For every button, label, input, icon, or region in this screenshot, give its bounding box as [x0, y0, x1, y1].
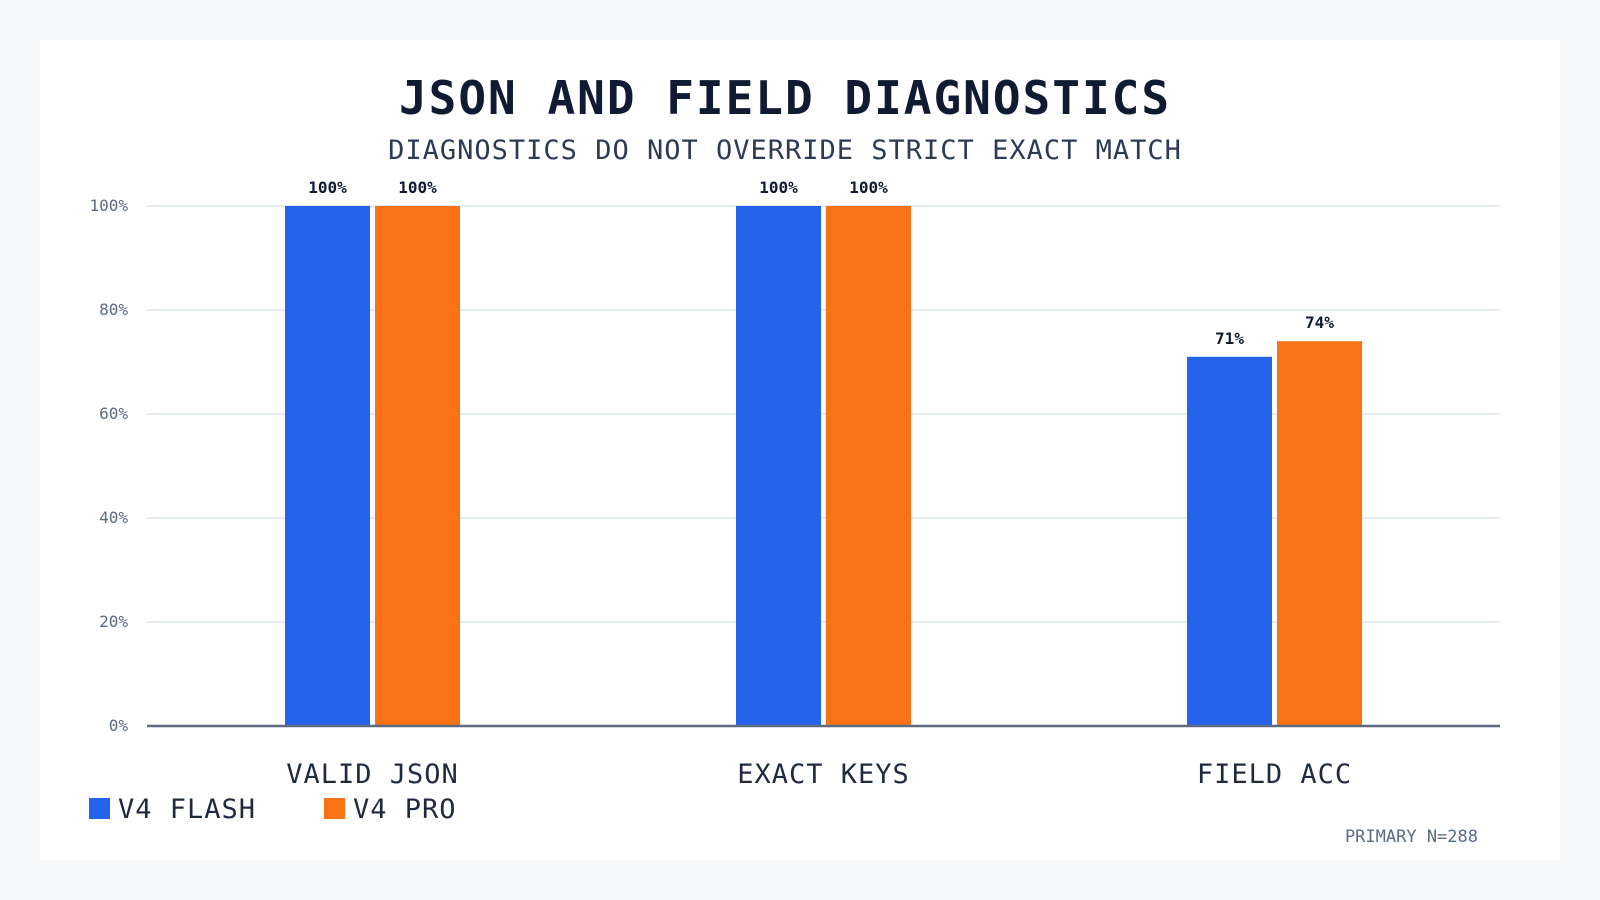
x-category-label: EXACT KEYS — [737, 759, 910, 790]
y-tick-label: 80% — [99, 300, 128, 319]
legend-swatch — [324, 798, 345, 819]
legend-item-v4-flash[interactable]: V4 FLASH — [89, 794, 256, 825]
y-tick-label: 0% — [109, 716, 129, 735]
legend-label: V4 PRO — [353, 794, 457, 825]
y-tick-label: 40% — [99, 508, 128, 527]
x-category-label: FIELD ACC — [1197, 759, 1352, 790]
value-labels: 100% 100% 100% 100% 71% 74% — [308, 178, 1334, 348]
chart-title: JSON AND FIELD DIAGNOSTICS — [399, 71, 1171, 125]
bar-v4-flash-field-acc[interactable] — [1187, 356, 1272, 726]
bar-v4-flash-exact-keys[interactable] — [736, 206, 821, 726]
legend[interactable]: V4 FLASH V4 PRO — [89, 794, 457, 825]
chart-subtitle: DIAGNOSTICS DO NOT OVERRIDE STRICT EXACT… — [388, 135, 1182, 166]
y-tick-label: 60% — [99, 404, 128, 423]
y-tick-label: 20% — [99, 612, 128, 631]
x-category-label: VALID JSON — [286, 759, 459, 790]
value-label: 100% — [398, 178, 437, 197]
value-label: 71% — [1215, 329, 1244, 348]
value-label: 100% — [849, 178, 888, 197]
bar-v4-pro-exact-keys[interactable] — [826, 206, 911, 726]
legend-item-v4-pro[interactable]: V4 PRO — [324, 794, 457, 825]
x-axis-categories: VALID JSON EXACT KEYS FIELD ACC — [286, 759, 1352, 790]
bar-v4-flash-valid-json[interactable] — [285, 206, 370, 726]
footnote: PRIMARY N=288 — [1345, 827, 1478, 847]
value-label: 74% — [1305, 313, 1334, 332]
legend-label: V4 FLASH — [118, 794, 256, 825]
bars — [285, 206, 1362, 726]
value-label: 100% — [308, 178, 347, 197]
value-label: 100% — [759, 178, 798, 197]
grid-lines — [147, 205, 1500, 623]
chart-card: JSON AND FIELD DIAGNOSTICS DIAGNOSTICS D… — [40, 40, 1560, 860]
y-axis-ticks: 0% 20% 40% 60% 80% 100% — [89, 196, 128, 735]
bar-v4-pro-field-acc[interactable] — [1277, 341, 1362, 726]
bar-v4-pro-valid-json[interactable] — [375, 206, 460, 726]
legend-swatch — [89, 798, 110, 819]
bar-chart: JSON AND FIELD DIAGNOSTICS DIAGNOSTICS D… — [89, 71, 1500, 847]
y-tick-label: 100% — [89, 196, 128, 215]
